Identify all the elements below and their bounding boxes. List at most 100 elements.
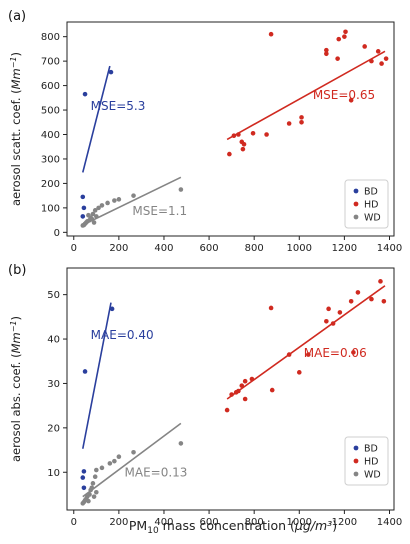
axes-frame — [66, 21, 395, 237]
data-point-hd — [250, 130, 256, 136]
x-tick-label: 1000 — [287, 517, 312, 528]
y-axis-label-close: ) — [9, 316, 23, 321]
data-point-wd — [105, 200, 110, 206]
fit-line-wd — [82, 422, 182, 498]
data-point-hd — [227, 151, 232, 157]
data-point-hd — [336, 36, 342, 42]
data-point-hd — [330, 321, 336, 326]
data-point-wd — [89, 216, 95, 222]
data-point-hd — [268, 31, 274, 37]
data-point-hd — [348, 299, 354, 304]
data-point-bd — [81, 205, 87, 211]
data-point-hd — [383, 56, 389, 61]
legend-marker-hd — [353, 201, 359, 207]
legend-marker-wd — [353, 471, 359, 477]
annotation-hd: MSE=0.65 — [313, 88, 375, 102]
data-point-hd — [306, 352, 311, 357]
data-point-hd — [264, 132, 269, 137]
fit-line-bd — [82, 302, 112, 449]
data-point-bd — [108, 69, 114, 75]
legend-label-hd: HD — [364, 457, 378, 468]
data-point-wd — [131, 193, 136, 198]
y-axis-label-unit: Mm — [9, 332, 23, 353]
legend-label-wd: WD — [364, 213, 381, 224]
data-point-wd — [116, 197, 122, 202]
x-tick-label: 0 — [71, 243, 77, 254]
y-tick-label: 500 — [41, 106, 60, 117]
data-point-wd — [86, 212, 91, 218]
data-point-wd — [96, 205, 101, 211]
data-point-hd — [378, 279, 383, 284]
series-bd — [80, 302, 115, 491]
data-point-bd — [109, 306, 115, 312]
y-axis-label: aerosol abs. coef. (Mm−1) — [9, 316, 23, 462]
data-point-bd — [80, 214, 86, 219]
x-tick-label: 1400 — [377, 517, 402, 528]
y-axis-label-prefix: aerosol abs. coef. ( — [9, 353, 23, 462]
data-point-wd — [80, 501, 86, 506]
legend-label-bd: BD — [364, 187, 378, 198]
fit-line-hd — [226, 285, 386, 400]
x-tick-label: 800 — [245, 243, 264, 254]
axes-frame — [66, 267, 395, 511]
annotation-bd: MAE=0.40 — [91, 328, 154, 342]
data-point-wd — [89, 485, 95, 491]
data-point-wd — [99, 465, 105, 471]
data-point-hd — [324, 47, 329, 53]
data-point-hd — [240, 146, 246, 152]
legend-marker-bd — [353, 445, 359, 451]
data-point-hd — [369, 296, 374, 302]
annotation-wd: MAE=0.13 — [125, 466, 188, 480]
x-tick-label: 400 — [154, 243, 173, 254]
x-tick-label: 200 — [109, 243, 128, 254]
legend-label-hd: HD — [364, 200, 378, 211]
legend-label-wd: WD — [364, 470, 381, 481]
legend-marker-bd — [353, 188, 359, 194]
x-tick-label: 0 — [71, 517, 77, 528]
y-tick-label: 30 — [47, 379, 60, 390]
data-point-bd — [82, 91, 88, 97]
data-point-wd — [94, 214, 99, 219]
panel-b: 0 200 400 600 800 1000 1200 1400 10 20 30 40 50 (b) ae… — [8, 263, 402, 528]
y-tick-label: 0 — [54, 228, 60, 239]
y-tick-label: 200 — [41, 179, 60, 190]
data-point-hd — [249, 376, 255, 382]
data-point-hd — [286, 352, 292, 357]
y-tick-label: 700 — [41, 57, 60, 68]
data-point-hd — [299, 115, 304, 120]
annotation-wd: MSE=1.1 — [132, 204, 187, 218]
x-tick-label: 400 — [154, 517, 173, 528]
data-point-wd — [178, 187, 184, 192]
y-axis-label-exponent: −1 — [9, 320, 18, 332]
series-hd — [224, 279, 387, 413]
data-point-hd — [286, 121, 292, 126]
data-point-hd — [335, 56, 340, 61]
y-tick-label: 50 — [47, 290, 60, 301]
data-point-hd — [224, 407, 230, 413]
x-tick-label: 600 — [200, 243, 219, 254]
data-point-hd — [236, 132, 241, 137]
legend-marker-hd — [353, 458, 359, 464]
data-point-hd — [269, 387, 275, 393]
data-point-wd — [178, 441, 184, 446]
y-tick-label: 400 — [41, 130, 60, 141]
data-point-wd — [91, 494, 97, 499]
data-point-wd — [92, 208, 98, 213]
data-point-hd — [242, 378, 248, 384]
y-tick-label: 100 — [41, 203, 60, 214]
data-point-hd — [355, 290, 361, 295]
data-point-bd — [80, 194, 86, 200]
data-point-wd — [116, 454, 122, 460]
data-point-bd — [81, 469, 87, 474]
y-axis-label-close: ) — [9, 52, 23, 57]
panel-label: (b) — [8, 263, 26, 278]
data-point-hd — [299, 119, 304, 125]
data-point-hd — [239, 383, 245, 388]
data-point-hd — [343, 29, 348, 35]
data-point-hd — [231, 133, 237, 139]
x-tick-label: 1400 — [377, 243, 402, 254]
y-axis-label-exponent: −1 — [9, 56, 18, 68]
y-tick-label: 600 — [41, 81, 60, 92]
x-tick-label: 800 — [245, 517, 264, 528]
